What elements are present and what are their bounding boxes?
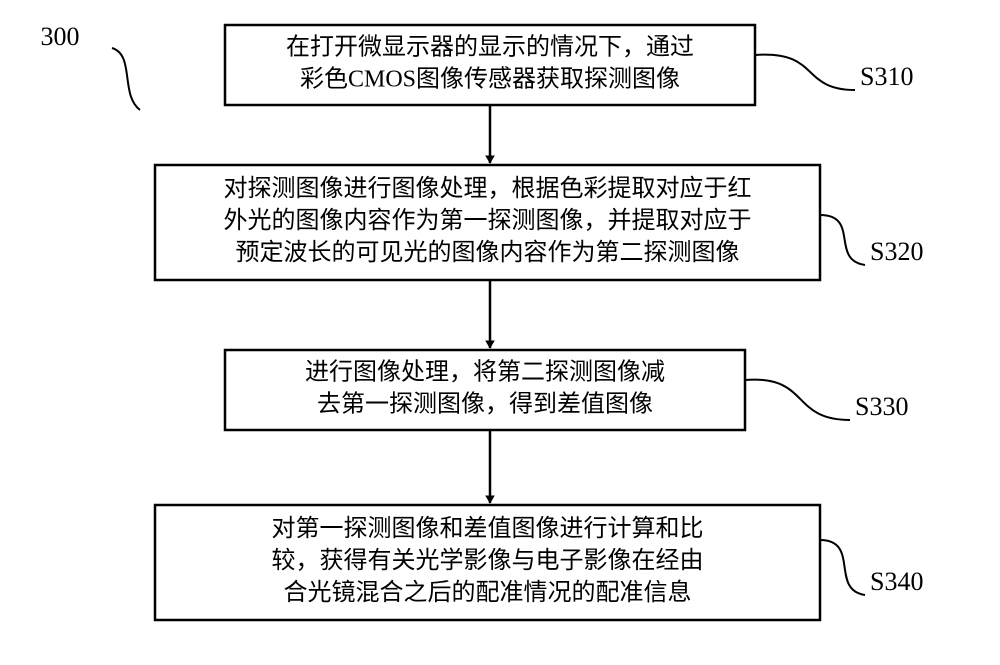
- step-text-line: 外光的图像内容作为第一探测图像，并提取对应于: [224, 207, 752, 234]
- flow-step-s340: 对第一探测图像和差值图像进行计算和比较，获得有关光学影像与电子影像在经由合光镜混…: [155, 505, 923, 620]
- figure-ref-leader: [112, 48, 140, 110]
- step-text-line: 去第一探测图像，得到差值图像: [317, 391, 653, 418]
- step-text-line: 对探测图像进行图像处理，根据色彩提取对应于红: [224, 175, 752, 202]
- step-leader-s330: [745, 380, 850, 420]
- step-text-line: 进行图像处理，将第二探测图像减: [305, 359, 665, 386]
- step-text-line: 预定波长的可见光的图像内容作为第二探测图像: [236, 239, 740, 266]
- step-label-s330: S330: [855, 392, 908, 421]
- step-text-line: 合光镜混合之后的配准情况的配准信息: [284, 579, 692, 606]
- flowchart-canvas: 300 在打开微显示器的显示的情况下，通过彩色CMOS图像传感器获取探测图像 S31…: [0, 0, 1000, 665]
- flow-step-s330: 进行图像处理，将第二探测图像减去第一探测图像，得到差值图像 S330: [225, 350, 908, 430]
- step-leader-s320: [820, 215, 865, 265]
- step-label-s340: S340: [870, 567, 923, 596]
- step-label-s310: S310: [860, 62, 913, 91]
- step-text-line: 彩色CMOS图像传感器获取探测图像: [300, 66, 680, 93]
- step-leader-s310: [755, 55, 855, 90]
- step-text-line: 对第一探测图像和差值图像进行计算和比: [272, 515, 704, 542]
- step-text-line: 较，获得有关光学影像与电子影像在经由: [272, 547, 704, 574]
- flow-step-s320: 对探测图像进行图像处理，根据色彩提取对应于红外光的图像内容作为第一探测图像，并提…: [155, 165, 923, 280]
- step-text-line: 在打开微显示器的显示的情况下，通过: [286, 34, 694, 61]
- step-label-s320: S320: [870, 237, 923, 266]
- flow-step-s310: 在打开微显示器的显示的情况下，通过彩色CMOS图像传感器获取探测图像 S310: [225, 25, 913, 105]
- step-leader-s340: [820, 540, 865, 595]
- figure-ref-label: 300: [41, 22, 80, 51]
